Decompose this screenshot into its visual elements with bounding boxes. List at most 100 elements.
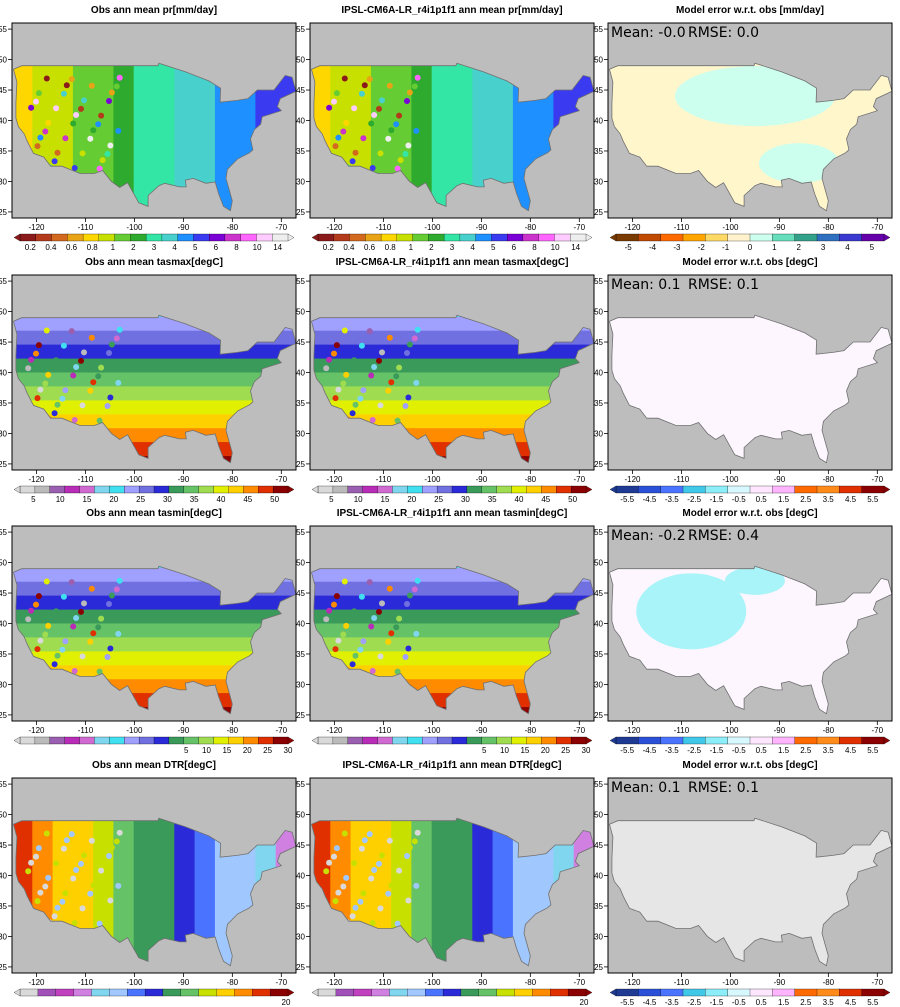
field-speckle xyxy=(386,837,393,844)
field-speckle xyxy=(335,889,342,896)
colorbar-segment xyxy=(478,988,498,997)
field-band xyxy=(194,63,216,211)
stat-mean: Mean: 0.1 xyxy=(611,780,681,796)
field-speckle xyxy=(397,912,404,919)
field-band xyxy=(492,63,514,211)
field-speckle xyxy=(357,898,364,905)
field-speckle xyxy=(43,830,50,837)
colorbar-segment xyxy=(554,233,571,242)
field-speckle xyxy=(411,838,418,845)
panel-title: Obs ann mean DTR[degC] xyxy=(92,760,216,771)
colorbar-label: 1.5 xyxy=(778,746,790,755)
field-speckle xyxy=(349,913,356,920)
colorbar-segment xyxy=(460,988,480,997)
field-speckle xyxy=(405,645,412,652)
colorbar-segment xyxy=(269,988,289,997)
colorbar-segment xyxy=(481,485,498,494)
colorbar-label: 4 xyxy=(845,243,850,252)
y-tick-label: 35 xyxy=(594,650,603,659)
y-tick-label: 25 xyxy=(594,711,603,720)
colorbar-segment xyxy=(861,736,885,745)
country-outline xyxy=(311,62,595,212)
field-speckle xyxy=(388,379,395,386)
field-speckle xyxy=(341,327,348,334)
colorbar-label: 0 xyxy=(748,243,753,252)
field-speckle xyxy=(70,120,77,127)
colorbar-segment xyxy=(570,736,587,745)
field-speckle xyxy=(70,623,77,630)
field-band xyxy=(13,358,296,374)
colorbar-segment xyxy=(570,233,587,242)
field-speckle xyxy=(68,328,75,335)
colorbar-segment xyxy=(124,485,140,494)
colorbar-segment xyxy=(496,736,513,745)
y-tick-label: 25 xyxy=(296,711,305,720)
colorbar-segment xyxy=(353,988,373,997)
colorbar: 20 xyxy=(311,988,593,1007)
field-speckle xyxy=(386,585,393,592)
field-speckle xyxy=(28,607,35,614)
field-speckle xyxy=(87,387,94,394)
field-speckle xyxy=(406,341,413,348)
field-band xyxy=(13,386,296,402)
field-speckle xyxy=(106,98,112,104)
x-tick-label: -70 xyxy=(574,223,586,232)
colorbar-label: -1.5 xyxy=(710,998,724,1007)
field-speckle xyxy=(349,661,356,668)
field-band xyxy=(311,344,594,360)
field-speckle xyxy=(371,364,378,370)
field-speckle xyxy=(54,401,61,408)
colorbar-segment xyxy=(114,233,131,242)
colorbar-segment xyxy=(64,736,81,745)
colorbar-segment xyxy=(407,736,423,745)
field-band xyxy=(113,63,135,211)
x-tick-label: -100 xyxy=(722,223,739,232)
colorbar-segment xyxy=(615,736,639,745)
colorbar-segment xyxy=(705,988,729,997)
y-tick-label: 50 xyxy=(594,308,603,317)
panel-tasmax-model: IPSL-CM6A-LR_r4i1p1f1 ann mean tasmax[de… xyxy=(296,257,595,504)
field-speckle xyxy=(43,327,50,334)
field-speckle xyxy=(115,127,122,134)
colorbar-segment xyxy=(109,988,128,997)
colorbar-segment xyxy=(816,233,840,242)
colorbar-segment xyxy=(816,736,840,745)
colorbar-max-arrow xyxy=(883,233,891,242)
field-speckle xyxy=(326,859,333,866)
colorbar: -5.5 -4.5 -3.5 -2.5 -1.5 -0.5 0.5 1.5 2.5 3.5 4.5 5… xyxy=(609,736,891,755)
colorbar-segment xyxy=(451,736,468,745)
colorbar-segment xyxy=(362,736,379,745)
y-tick-label: 55 xyxy=(296,277,305,286)
x-tick-label: -110 xyxy=(674,223,690,232)
colorbar-segment xyxy=(466,485,483,494)
field-speckle xyxy=(63,585,70,592)
colorbar-label: 30 xyxy=(163,495,172,504)
field-speckle xyxy=(53,105,60,112)
colorbar-segment xyxy=(861,485,885,494)
colorbar-label: 0.5 xyxy=(756,495,768,504)
field-speckle xyxy=(406,89,413,96)
field-speckle xyxy=(368,875,375,882)
field-speckle xyxy=(116,829,123,836)
field-speckle xyxy=(37,386,44,393)
colorbar-segment xyxy=(64,485,81,494)
diff-patch xyxy=(758,143,839,184)
field-speckle xyxy=(25,365,32,372)
field-band xyxy=(431,818,453,966)
field-speckle xyxy=(79,905,86,912)
colorbar-segment xyxy=(660,233,684,242)
colorbar-segment xyxy=(816,485,840,494)
y-tick-label: 35 xyxy=(594,147,603,156)
y-tick-label: 30 xyxy=(0,932,8,941)
colorbar-segment xyxy=(180,988,200,997)
field-speckle xyxy=(413,127,420,134)
field-speckle xyxy=(385,638,392,645)
colorbar-segment xyxy=(660,988,684,997)
y-tick-label: 25 xyxy=(594,460,603,469)
field-speckle xyxy=(78,860,84,867)
field-speckle xyxy=(90,379,97,386)
field-speckle xyxy=(60,90,67,97)
field-speckle xyxy=(366,579,373,586)
colorbar-label: -0.5 xyxy=(732,495,746,504)
y-tick-label: 35 xyxy=(296,902,305,911)
